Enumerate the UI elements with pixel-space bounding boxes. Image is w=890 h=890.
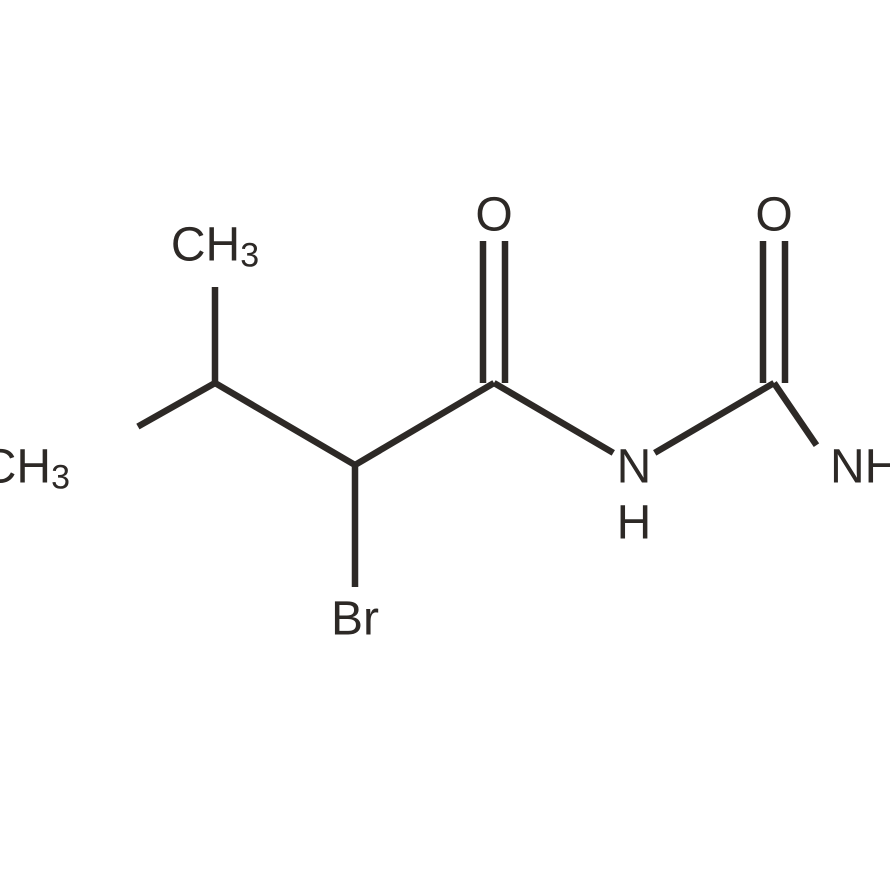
atom-label: NH2 — [830, 440, 890, 496]
atom-label-h: H — [617, 496, 652, 549]
atom-label: O — [755, 188, 792, 241]
atom-label: N — [617, 440, 652, 493]
chemical-structure-diagram: CH3CH3BrONHONH2 — [0, 0, 890, 890]
atom-label: Br — [331, 592, 379, 645]
atom-label: O — [475, 188, 512, 241]
